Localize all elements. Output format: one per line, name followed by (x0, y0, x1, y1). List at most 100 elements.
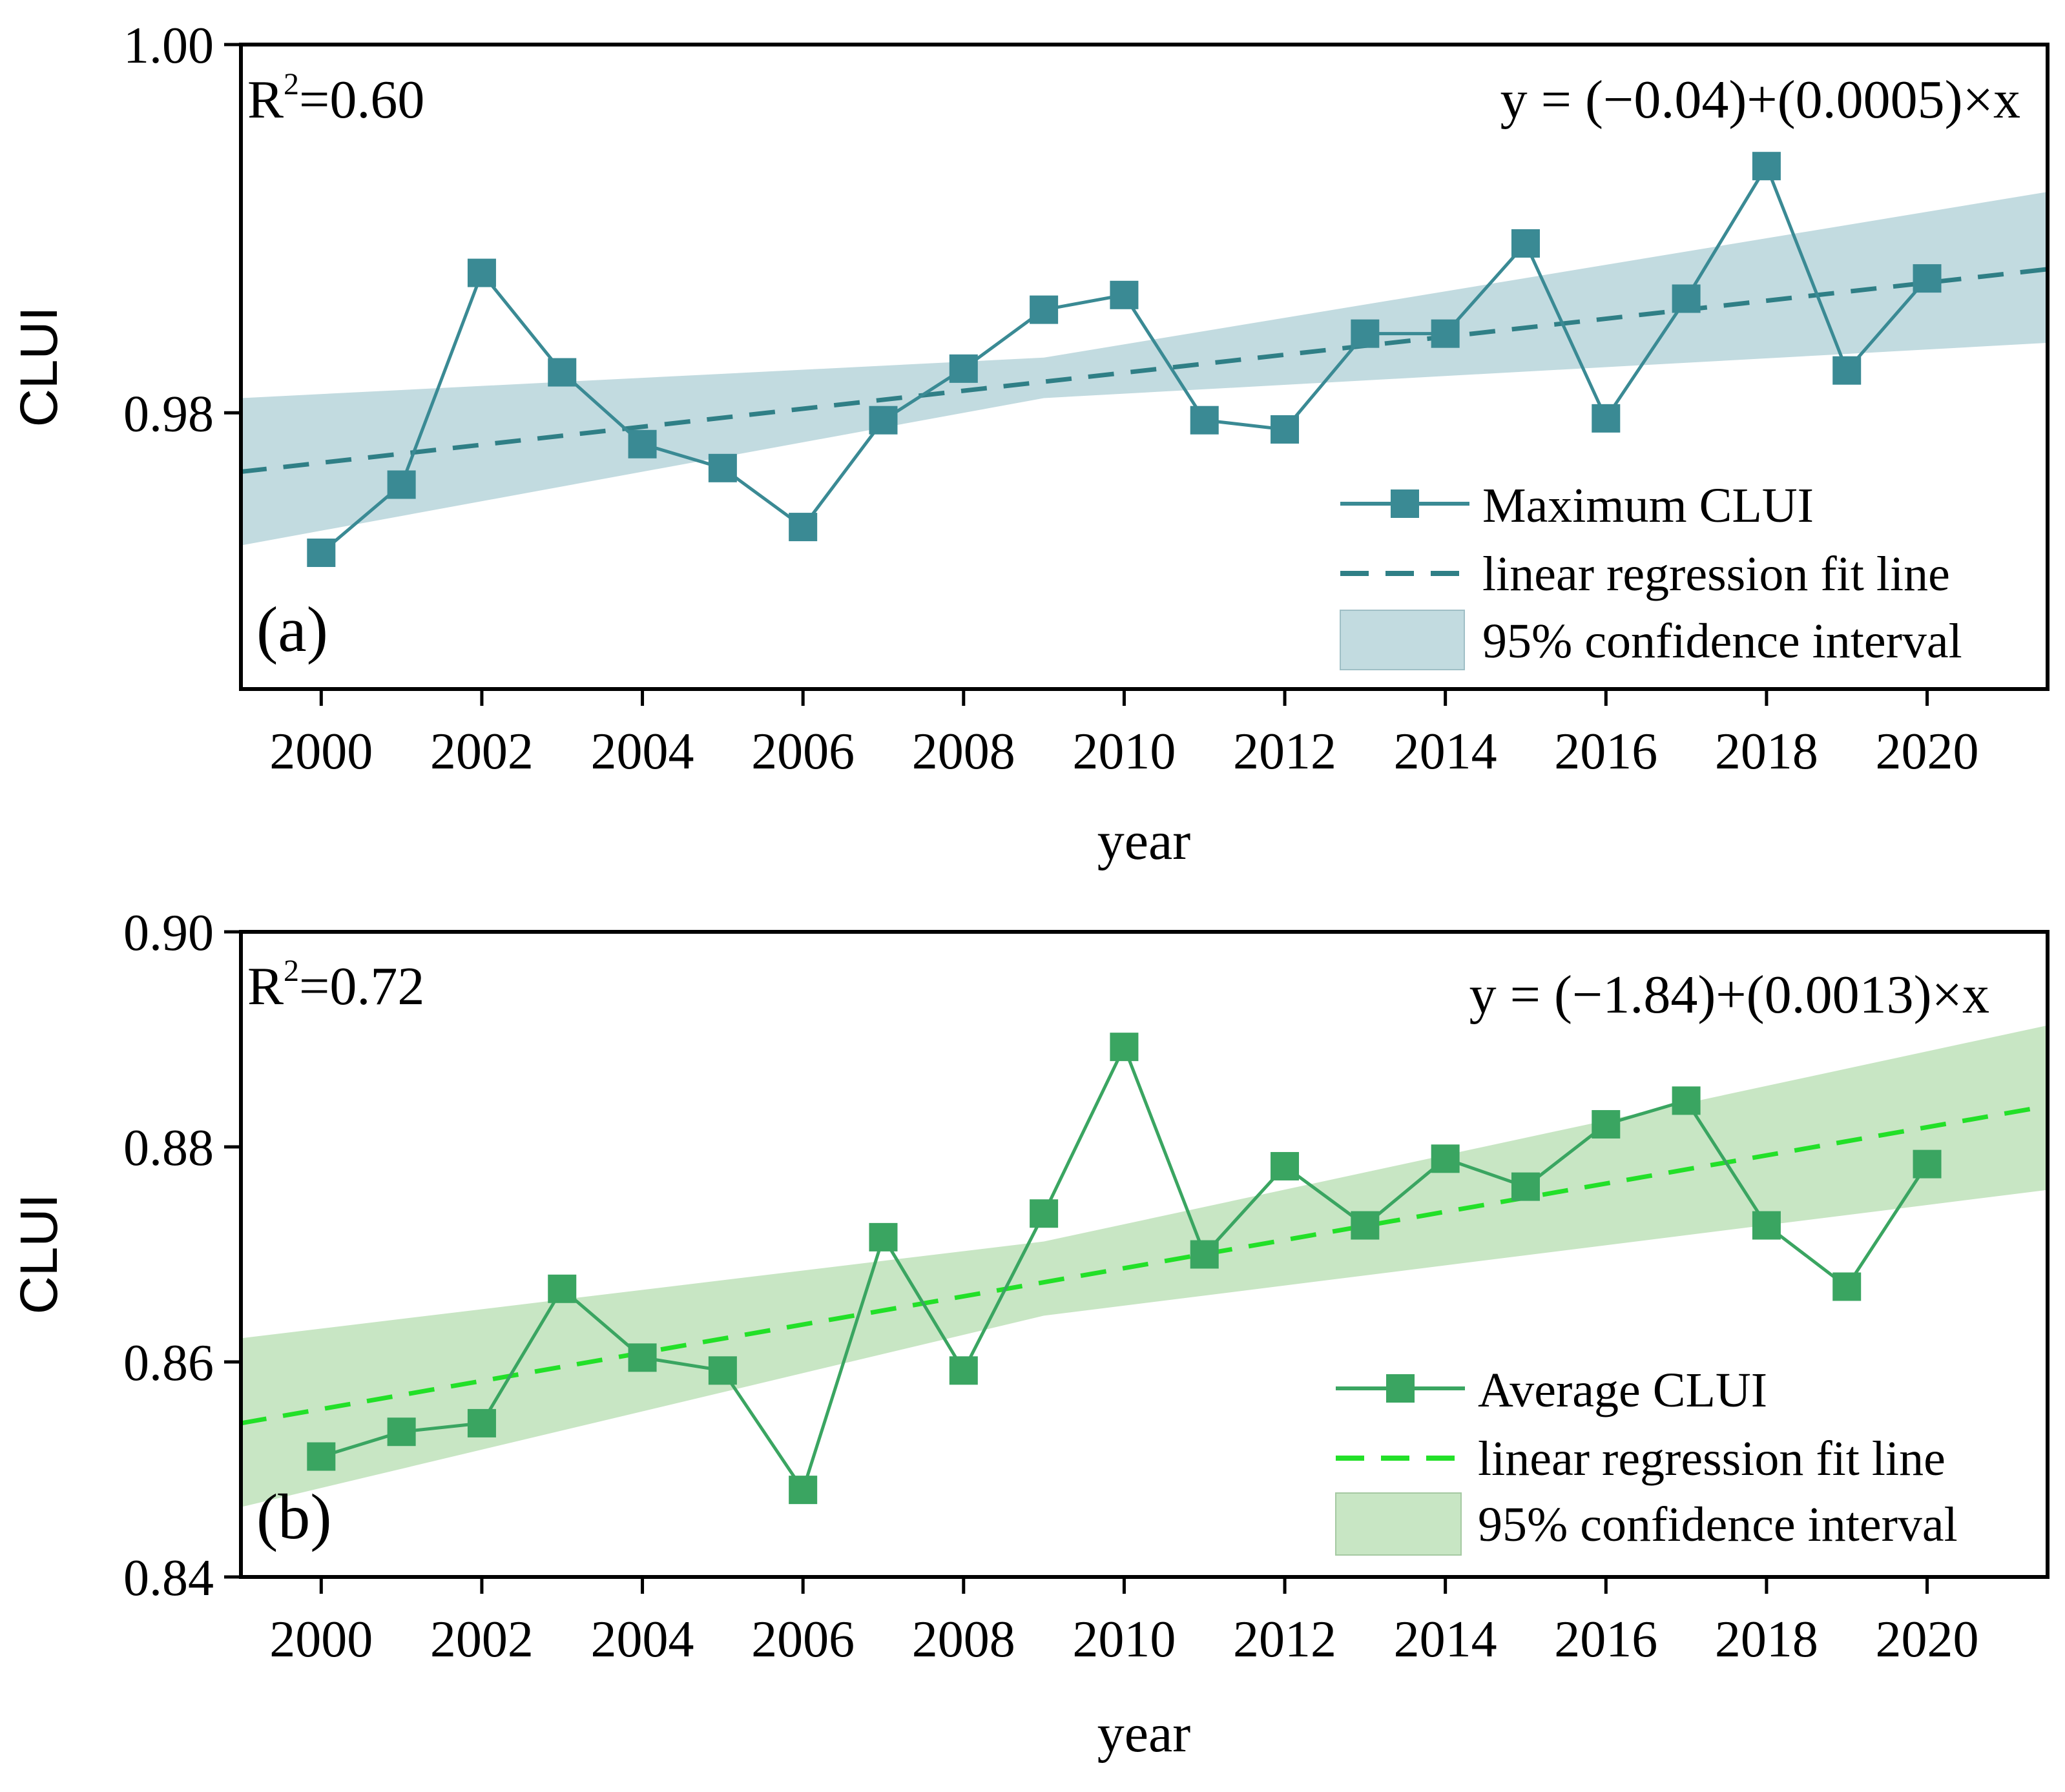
legend-fit-label: linear regression fit line (1482, 547, 1950, 601)
data-point-2012 (1271, 1151, 1300, 1180)
x-tick-label: 2008 (912, 1611, 1015, 1668)
data-point-2010 (1110, 280, 1139, 309)
plot-frame (239, 930, 2049, 1579)
data-point-2020 (1913, 1149, 1942, 1179)
r-squared-value: =0.72 (299, 956, 424, 1016)
x-axis-label: year (1097, 811, 1191, 871)
data-point-2004 (628, 1343, 657, 1372)
x-tick-label: 2020 (1876, 723, 1979, 780)
x-tick-label: 2008 (912, 723, 1015, 780)
r-squared-label: R2=0.60 (247, 67, 424, 130)
x-tick-label: 2010 (1072, 1611, 1176, 1668)
data-point-2001 (387, 1417, 416, 1447)
regression-equation: y = (−0.04)+(0.0005)×x (1500, 70, 2020, 130)
x-tick-label: 2014 (1394, 1611, 1497, 1668)
y-tick-label: 1.00 (123, 17, 214, 74)
data-point-2019 (1832, 1272, 1862, 1301)
y-tick-label: 0.88 (123, 1120, 214, 1177)
data-point-2011 (1190, 406, 1219, 435)
data-point-2013 (1351, 319, 1380, 348)
data-point-2008 (949, 354, 978, 383)
data-point-2014 (1431, 319, 1460, 348)
y-axis-label: CLUI (10, 1194, 68, 1315)
data-point-2002 (467, 1408, 496, 1437)
data-point-2007 (869, 1222, 898, 1251)
y-tick-label: 0.84 (123, 1550, 214, 1607)
x-tick-label: 2016 (1554, 1611, 1657, 1668)
x-tick-label: 2004 (591, 723, 694, 780)
r-squared-exponent: 2 (284, 67, 299, 101)
x-tick-label: 2018 (1715, 1611, 1818, 1668)
legend-ci-swatch (1335, 1492, 1462, 1556)
x-tick-label: 2000 (269, 723, 373, 780)
data-point-2016 (1592, 404, 1621, 433)
data-point-2007 (869, 406, 898, 435)
r-squared-label: R2=0.72 (247, 954, 424, 1016)
data-point-2006 (789, 513, 818, 542)
panel-label: (b) (256, 1481, 332, 1552)
data-point-2009 (1030, 1199, 1059, 1228)
x-tick-label: 2002 (430, 1611, 534, 1668)
legend-ci-label: 95% confidence interval (1478, 1498, 1958, 1552)
data-point-2010 (1110, 1033, 1139, 1062)
data-point-2004 (628, 429, 657, 458)
data-point-2013 (1351, 1211, 1380, 1240)
legend-series-marker (1391, 489, 1419, 518)
y-tick-label: 0.90 (123, 905, 214, 962)
legend: Average CLUI linear regression fit line … (1335, 1363, 1958, 1556)
x-tick-label: 2004 (591, 1611, 694, 1668)
regression-fit-line (240, 267, 2048, 475)
y-tick-label: 0.98 (123, 386, 214, 442)
x-tick-label: 2000 (269, 1611, 373, 1668)
legend-series-marker (1386, 1374, 1415, 1403)
data-point-2019 (1832, 356, 1862, 385)
data-point-2016 (1592, 1110, 1621, 1139)
data-point-2000 (307, 1442, 336, 1471)
legend-series-label: Maximum CLUI (1482, 479, 1814, 533)
x-tick-label: 2014 (1394, 723, 1497, 780)
data-point-2001 (387, 470, 416, 499)
y-tick-label: 0.86 (123, 1335, 214, 1392)
regression-fit-line (240, 1104, 2048, 1426)
data-point-2003 (548, 358, 577, 387)
data-point-2015 (1511, 229, 1540, 258)
r-squared-value: =0.60 (299, 70, 424, 130)
data-point-2014 (1431, 1144, 1460, 1173)
data-point-2006 (789, 1476, 818, 1505)
data-point-2003 (548, 1274, 577, 1303)
legend: Maximum CLUI linear regression fit line … (1340, 479, 1962, 670)
x-tick-label: 2020 (1876, 1611, 1979, 1668)
y-axis-label: CLUI (10, 307, 68, 427)
r-squared-exponent: 2 (284, 954, 299, 988)
x-tick-label: 2016 (1554, 723, 1657, 780)
data-point-2009 (1030, 295, 1059, 324)
data-point-2018 (1752, 152, 1781, 181)
legend-fit-label: linear regression fit line (1478, 1432, 1946, 1486)
legend-series-label: Average CLUI (1478, 1363, 1767, 1417)
panel-b: 2000 2002 2004 2006 2008 2010 2012 2014 2016 2018… (10, 905, 2049, 1764)
data-point-2005 (708, 1356, 737, 1385)
data-point-2015 (1511, 1172, 1540, 1201)
panel-label: (a) (256, 593, 328, 665)
data-point-2018 (1752, 1211, 1781, 1240)
data-point-2000 (307, 538, 336, 567)
x-tick-label: 2006 (751, 1611, 855, 1668)
x-tick-label: 2002 (430, 723, 534, 780)
plot-frame (239, 43, 2049, 691)
regression-equation: y = (−1.84)+(0.0013)×x (1469, 965, 1989, 1025)
data-point-2012 (1271, 415, 1300, 444)
x-axis-label: year (1097, 1704, 1191, 1764)
data-point-2017 (1672, 284, 1701, 313)
x-tick-label: 2012 (1233, 1611, 1336, 1668)
x-tick-label: 2012 (1233, 723, 1336, 780)
data-point-2011 (1190, 1240, 1219, 1269)
x-tick-label: 2018 (1715, 723, 1818, 780)
data-point-2017 (1672, 1086, 1701, 1115)
legend-ci-swatch (1340, 610, 1465, 670)
data-point-2008 (949, 1356, 978, 1385)
legend-ci-label: 95% confidence interval (1482, 614, 1962, 668)
data-point-2002 (467, 258, 496, 287)
x-tick-label: 2010 (1072, 723, 1176, 780)
x-tick-label: 2006 (751, 723, 855, 780)
